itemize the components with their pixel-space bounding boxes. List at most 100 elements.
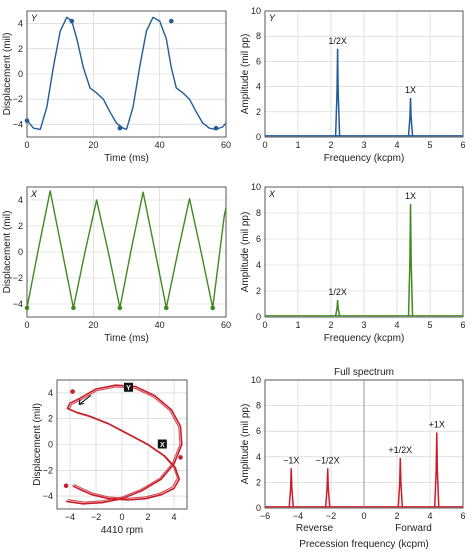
- y-tick-label: 0: [48, 440, 53, 450]
- spectrum-peak: [434, 432, 440, 507]
- y-tick-label: 10: [251, 6, 261, 16]
- y-axis-label: Displacement (mil): [32, 403, 43, 486]
- y-tick-label: −4: [13, 119, 23, 129]
- keyphasor-marker: [168, 18, 174, 24]
- keyphasor-marker: [63, 483, 69, 489]
- series-line: [65, 384, 183, 505]
- probe-box: [124, 382, 133, 392]
- x-tick-label: 2: [394, 511, 399, 521]
- x-tick-label: 6: [460, 320, 465, 330]
- plot-frame: [264, 10, 464, 138]
- x-tick-label: 0: [262, 320, 267, 330]
- x-tick-label: 0: [24, 140, 29, 150]
- keyphasor-marker: [69, 18, 75, 24]
- y-tick-label: 8: [256, 401, 261, 411]
- x-axis-label: Time (ms): [104, 153, 149, 164]
- spectrum-peak: [407, 203, 414, 316]
- y-axis-label: Displacement (mil): [2, 33, 13, 116]
- spectrum-peak: [334, 48, 341, 136]
- spectrum-peak: [324, 468, 331, 507]
- y-tick-label: 4: [18, 19, 23, 29]
- x-axis-label: Frequency (kcpm): [324, 153, 405, 164]
- y-tick-label: 4: [256, 260, 261, 270]
- orbit-chart: −4 −2 0 2 4 −4 −2 0 2 4 4410 rpm Displacement (mil)…: [32, 379, 188, 536]
- x-tick-label: 1: [295, 140, 300, 150]
- x-tick-label: 3: [361, 320, 366, 330]
- x-tick-label: −6: [260, 511, 270, 521]
- y-tick-label: 2: [256, 286, 261, 296]
- probe-label: Y: [269, 13, 276, 23]
- keyphasor-marker: [210, 305, 216, 311]
- y-axis-label: Amplitude (mil pp): [240, 404, 251, 485]
- peak-label: −1X: [283, 455, 299, 465]
- y-tick-label: 4: [256, 82, 261, 92]
- x-tick-label: 1: [295, 320, 300, 330]
- y-axis-label: Amplitude (mil pp): [240, 212, 251, 293]
- y-tick-label: −2: [43, 465, 53, 475]
- peak-label: 1X: [405, 191, 416, 201]
- y-tick-label: 10: [251, 182, 261, 192]
- series-line: [67, 386, 181, 503]
- y-tick-label: 2: [48, 414, 53, 424]
- chart-title: Full spectrum: [334, 367, 394, 378]
- x-axis-label: Frequency (kcpm): [324, 333, 405, 344]
- y-tick-label: −4: [43, 491, 53, 501]
- y-tick-label: −2: [13, 94, 23, 104]
- plot-frame: [26, 10, 227, 138]
- y-tick-label: 4: [48, 388, 53, 398]
- y-tick-label: 2: [256, 107, 261, 117]
- probe-box-label: Y: [126, 385, 131, 392]
- x-tick-label: 4: [394, 140, 399, 150]
- x-tick-label: 0: [119, 512, 124, 522]
- peak-label: 1X: [405, 85, 416, 95]
- x-tick-label: 60: [221, 320, 231, 330]
- probe-label: X: [268, 189, 276, 199]
- plot-frame: [56, 379, 188, 510]
- x-tick-label: 0: [24, 320, 29, 330]
- y-time-chart: 0 20 40 60 −4 −2 0 2 4 Time (ms) Displacement (mil…: [2, 10, 231, 164]
- x-tick-label: 4: [171, 512, 176, 522]
- spectrum-peak: [334, 300, 341, 316]
- region-label: Forward: [395, 523, 432, 534]
- keyphasor-marker: [164, 305, 169, 311]
- y-spectrum-chart: 0 1 2 3 4 5 6 0 2 4 6 8 10 Frequency (kcpm) Amplitude …: [240, 6, 466, 164]
- keyphasor-marker: [24, 118, 30, 123]
- x-tick-label: −2: [326, 511, 336, 521]
- x-axis-label: Time (ms): [104, 333, 149, 344]
- spectrum-peak: [407, 97, 414, 136]
- x-tick-label: 2: [328, 320, 333, 330]
- plot-frame: [264, 186, 464, 318]
- x-tick-label: 4: [394, 320, 399, 330]
- x-tick-label: 60: [221, 140, 231, 150]
- plot-frame: [26, 186, 227, 318]
- y-tick-label: 2: [18, 44, 23, 54]
- x-tick-label: 20: [88, 320, 98, 330]
- peak-label: 1/2X: [328, 36, 347, 46]
- region-label: Reverse: [296, 523, 334, 534]
- x-tick-label: 2: [328, 140, 333, 150]
- rotation-arrow-icon: [78, 395, 92, 406]
- y-tick-label: 4: [256, 452, 261, 462]
- keyphasor-marker: [178, 455, 183, 460]
- keyphasor-marker: [71, 305, 76, 311]
- x-tick-label: 40: [155, 320, 165, 330]
- y-tick-label: 10: [251, 375, 261, 385]
- spectrum-peak: [288, 468, 294, 507]
- y-axis-label: Amplitude (mil pp): [240, 34, 251, 115]
- y-tick-label: 0: [256, 312, 261, 322]
- x-tick-label: 6: [460, 140, 465, 150]
- y-tick-label: −2: [13, 273, 23, 283]
- keyphasor-marker: [70, 389, 75, 394]
- peak-label: +1X: [429, 419, 445, 429]
- x-tick-label: −4: [293, 511, 303, 521]
- x-tick-label: 0: [361, 511, 366, 521]
- x-time-chart: 0 20 40 60 −4 −2 0 2 4 Time (ms) Displacement (mil…: [2, 186, 231, 344]
- probe-label: Y: [31, 13, 38, 23]
- probe-label: X: [30, 189, 38, 199]
- x-tick-label: 40: [155, 140, 165, 150]
- y-tick-label: 6: [256, 234, 261, 244]
- probe-box: [157, 439, 167, 449]
- y-tick-label: 6: [256, 426, 261, 436]
- y-tick-label: 4: [18, 195, 23, 205]
